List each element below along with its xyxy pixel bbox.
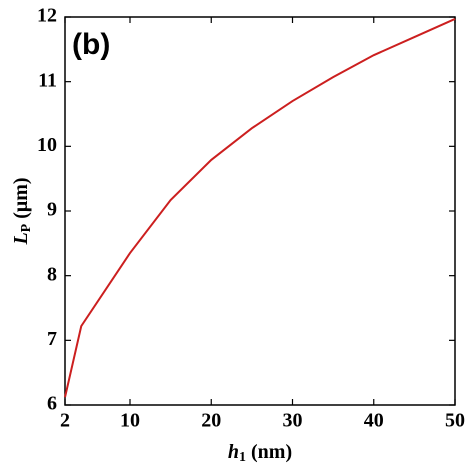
y-tick-label: 10	[37, 134, 57, 156]
y-label-sub: P	[19, 223, 34, 232]
x-tick-label: 20	[201, 410, 221, 432]
y-label-unit: (μm)	[10, 177, 32, 223]
x-tick-label: 10	[120, 410, 140, 432]
plot-frame	[64, 16, 456, 406]
x-tick-label: 50	[445, 410, 465, 432]
y-axis-label: LP (μm)	[10, 177, 35, 245]
annotation: (b)	[72, 28, 110, 61]
x-axis-label: h1 (nm)	[228, 441, 292, 466]
x-label-main: h	[228, 441, 239, 463]
y-tick-label: 11	[38, 69, 57, 91]
data-line	[64, 18, 456, 398]
y-tick-label: 6	[47, 393, 57, 415]
x-label-unit: (nm)	[246, 441, 292, 463]
y-label-main: L	[10, 232, 32, 245]
y-tick-label: 7	[47, 328, 57, 350]
x-tick-label: 30	[283, 410, 303, 432]
y-tick-label: 9	[47, 199, 57, 221]
x-tick-label: 40	[364, 410, 384, 432]
x-label-sub: 1	[239, 450, 246, 465]
y-tick-label: 12	[37, 5, 57, 27]
x-tick-label: 2	[60, 410, 70, 432]
y-tick-label: 8	[47, 263, 57, 285]
